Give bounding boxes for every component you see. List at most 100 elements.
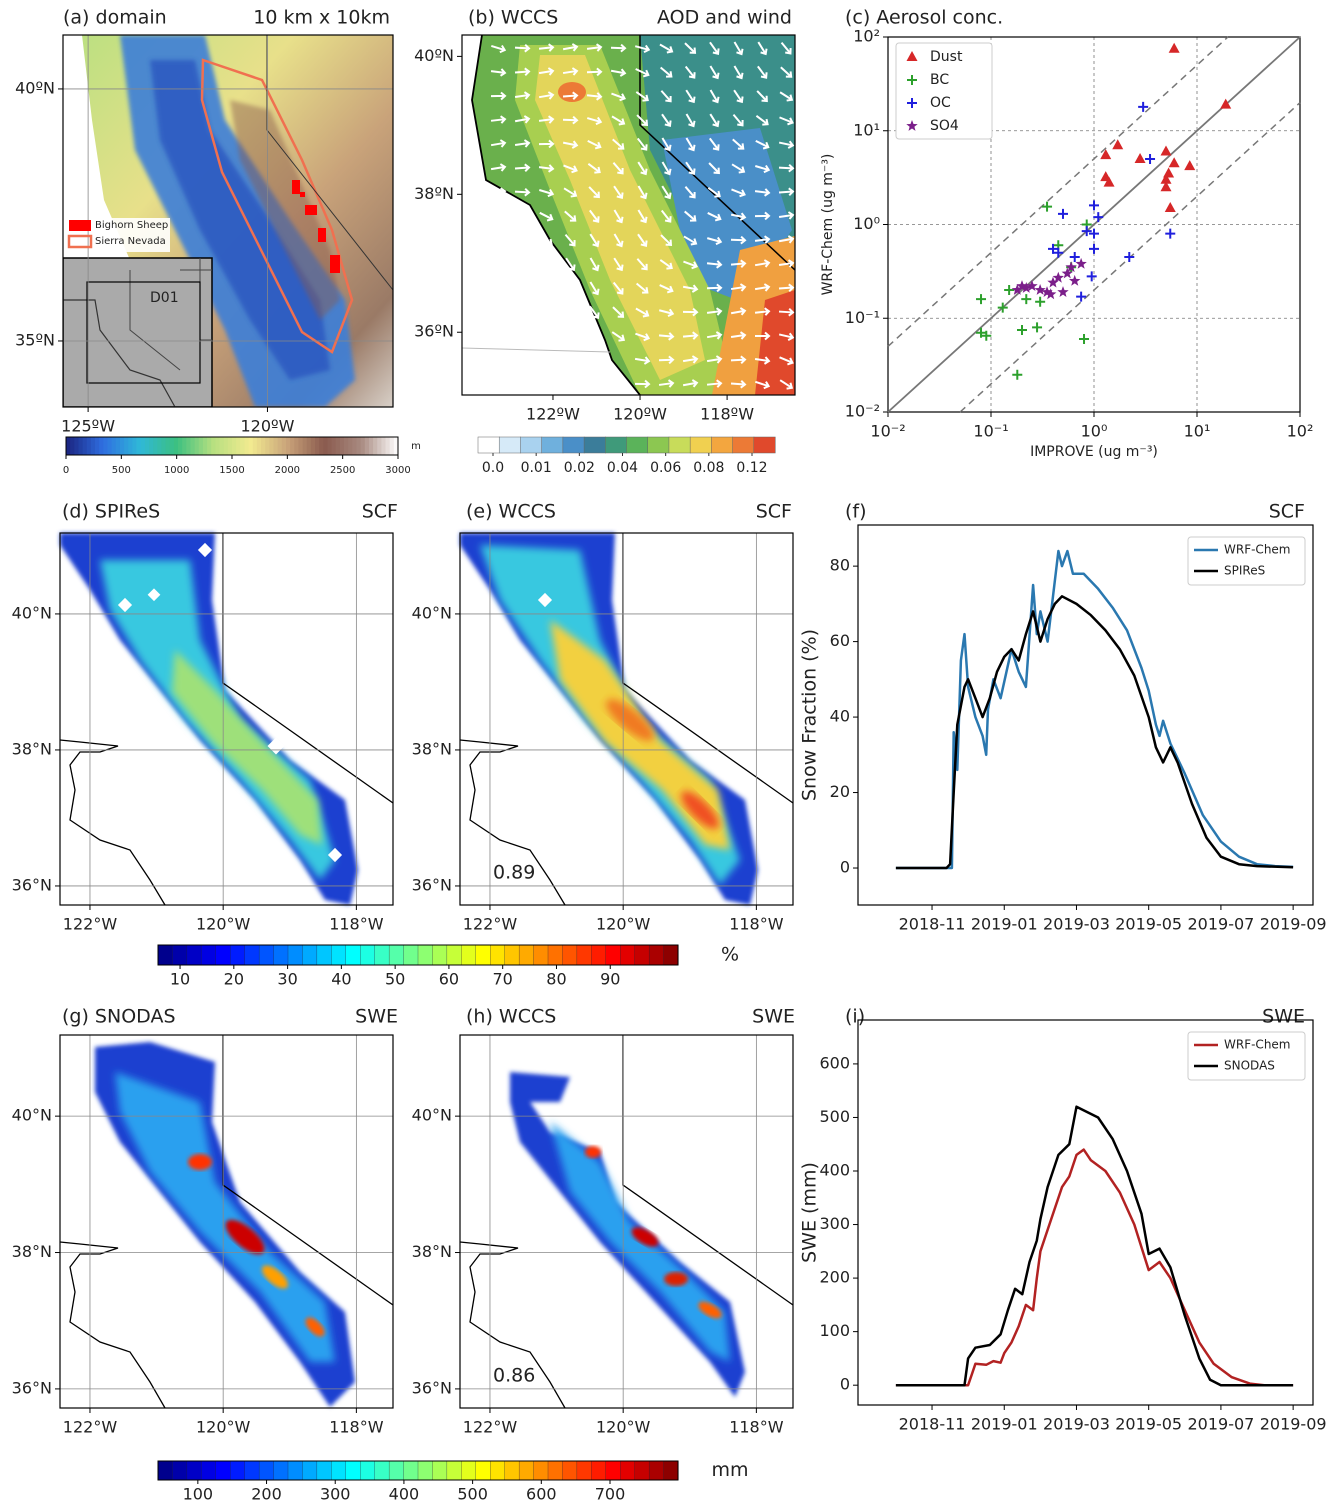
wind-arrow xyxy=(778,235,795,244)
colorbar-segment xyxy=(182,437,187,455)
marker-plus xyxy=(1089,228,1099,239)
wind-arrow-shape xyxy=(733,65,744,80)
colorbar-segment xyxy=(273,1460,289,1481)
wind-arrow-shape xyxy=(682,284,699,293)
wind-arrow xyxy=(709,41,720,55)
colorbar-tick-label: 0.0 xyxy=(482,460,504,476)
annotation: 0.86 xyxy=(493,1365,535,1387)
wind-arrow-shape xyxy=(538,91,555,100)
wind-arrow-shape xyxy=(778,163,795,173)
wind-arrow-shape xyxy=(706,283,723,293)
wind-arrow-shape xyxy=(611,92,626,102)
wind-arrow-shape xyxy=(589,209,600,223)
wind-arrow xyxy=(562,115,579,125)
marker-plus xyxy=(1069,252,1080,263)
wind-arrow xyxy=(538,67,555,76)
wind-arrow xyxy=(610,43,627,53)
wind-arrow-shape xyxy=(514,43,531,53)
wind-arrow xyxy=(754,259,771,268)
wind-arrow xyxy=(613,233,624,248)
wind-arrow-shape xyxy=(490,91,507,101)
colorbar-segment xyxy=(186,437,191,455)
marker-triangle xyxy=(1160,181,1172,192)
colorbar-segment xyxy=(518,944,535,966)
x-tick-label: 125ºW xyxy=(61,417,115,436)
legend-swatch xyxy=(69,220,91,231)
wind-arrow xyxy=(636,114,649,127)
marker-star xyxy=(1026,280,1038,291)
colorbar-segment xyxy=(547,944,563,966)
colorbar-segment xyxy=(86,437,92,455)
plot-frame xyxy=(461,34,796,396)
x-tick-label: 10² xyxy=(1287,422,1314,441)
colorbar-segment xyxy=(432,1460,448,1481)
wind-arrow xyxy=(589,257,600,272)
y-tick-label: 20 xyxy=(830,782,850,801)
wind-arrow-shape xyxy=(490,163,507,172)
panel-title: (b) WCCS xyxy=(468,7,558,29)
colorbar-segment xyxy=(153,437,158,455)
colorbar-segment xyxy=(215,437,220,455)
wind-arrow xyxy=(539,234,553,246)
wind-arrow xyxy=(612,138,625,150)
colorbar-segment xyxy=(281,437,287,455)
wind-arrow xyxy=(730,283,747,292)
wind-arrow xyxy=(660,209,672,223)
x-tick-label: 122°W xyxy=(63,915,118,934)
wind-arrow-shape xyxy=(685,113,696,128)
wind-arrow-shape xyxy=(754,211,771,221)
marker-star xyxy=(1041,286,1053,297)
wind-arrow xyxy=(757,65,768,79)
wind-arrow-shape xyxy=(682,331,699,340)
marker-plus xyxy=(1004,285,1015,296)
colorbar-segment xyxy=(227,437,233,455)
marker-plus xyxy=(907,98,917,108)
wind-arrow-shape xyxy=(635,332,651,342)
y-tick-label: 40ºN xyxy=(414,46,454,65)
colorbar-segment xyxy=(78,437,83,455)
marker-plus xyxy=(1081,226,1092,237)
wind-arrow xyxy=(540,258,552,271)
y-tick-label: 10² xyxy=(853,27,880,46)
x-tick-label: 2019-03 xyxy=(1043,915,1110,934)
wind-arrow xyxy=(661,185,672,200)
colorbar-segment xyxy=(663,944,679,966)
colorbar-segment xyxy=(475,1460,491,1481)
colorbar-tick-label: 40 xyxy=(331,970,351,989)
y-tick-label: 100 xyxy=(819,1321,850,1340)
marker-star xyxy=(1069,274,1081,286)
colorbar-segment xyxy=(302,944,318,966)
colorbar-segment xyxy=(230,1460,246,1481)
panel-title: (d) SPIReS xyxy=(62,501,160,523)
y-tick-label: 300 xyxy=(819,1214,850,1233)
plot-frame xyxy=(59,532,394,906)
wind-arrow xyxy=(706,307,723,316)
marker-plus xyxy=(1145,153,1156,164)
x-tick-label: 2019-01 xyxy=(971,915,1038,934)
wind-arrow-shape xyxy=(730,283,747,292)
wind-arrow-shape xyxy=(563,164,578,174)
wind-arrow-shape xyxy=(730,380,747,389)
wind-arrow-shape xyxy=(684,210,697,222)
wind-arrow-shape xyxy=(490,211,507,221)
wind-arrow xyxy=(514,139,531,148)
colorbar-segment xyxy=(648,944,665,966)
wind-arrow xyxy=(612,281,624,295)
panel-subtitle: 10 km x 10km xyxy=(253,7,390,29)
wind-arrow-shape xyxy=(684,42,697,54)
wind-arrow-shape xyxy=(754,259,771,268)
colorbar-segment xyxy=(202,437,208,455)
colorbar-segment xyxy=(223,437,229,455)
colorbar-segment xyxy=(240,437,245,455)
legend-label: Sierra Nevada xyxy=(95,236,166,247)
y-tick-label: 38°N xyxy=(412,739,452,758)
wind-arrow xyxy=(586,116,603,126)
colorbar-segment xyxy=(352,437,357,455)
x-tick-label: 10¹ xyxy=(1184,422,1211,441)
wind-arrow-shape xyxy=(636,137,648,151)
wind-arrow-shape xyxy=(562,115,579,125)
marker-plus xyxy=(1079,334,1090,345)
colorbar-segment xyxy=(368,437,374,455)
x-tick-label: 120°W xyxy=(196,915,251,934)
wind-arrow-shape xyxy=(779,91,794,102)
